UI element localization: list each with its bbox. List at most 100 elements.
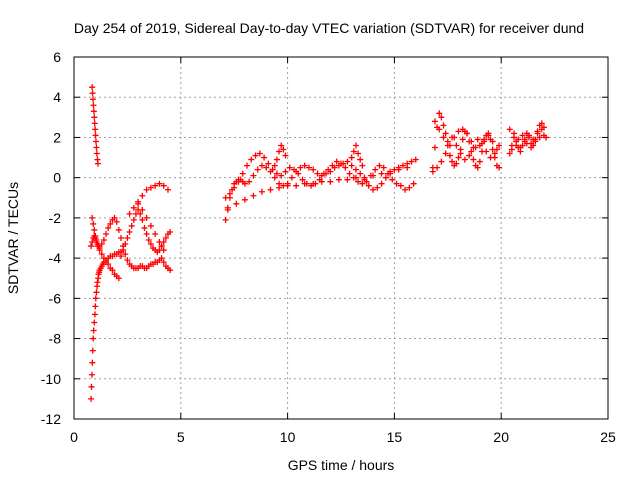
- data-point: [446, 142, 453, 149]
- data-point: [90, 108, 97, 115]
- data-point: [93, 150, 100, 157]
- data-point: [160, 259, 167, 266]
- data-point: [485, 132, 492, 139]
- x-tick-label: 5: [177, 429, 185, 445]
- data-point: [137, 210, 144, 217]
- data-point: [98, 251, 105, 258]
- data-point: [233, 200, 240, 207]
- data-point: [446, 152, 453, 159]
- data-point: [506, 126, 513, 133]
- data-point: [481, 136, 488, 143]
- data-point: [167, 267, 174, 274]
- data-point: [468, 138, 475, 145]
- series-segment-4: [429, 110, 503, 175]
- data-point: [525, 132, 532, 139]
- data-point: [508, 146, 515, 153]
- data-point: [378, 170, 385, 177]
- data-point: [521, 138, 528, 145]
- data-point: [370, 172, 377, 179]
- data-point: [436, 110, 443, 117]
- data-point: [291, 166, 298, 173]
- data-point: [370, 186, 377, 193]
- data-point: [431, 118, 438, 125]
- data-point: [152, 182, 159, 189]
- data-point: [438, 114, 445, 121]
- data-point: [325, 166, 332, 173]
- data-point: [239, 170, 246, 177]
- data-point: [314, 170, 321, 177]
- data-point: [496, 164, 503, 171]
- data-point: [88, 243, 95, 250]
- series-segment-3: [222, 142, 419, 223]
- data-point: [299, 176, 306, 183]
- data-point: [348, 154, 355, 161]
- data-point: [352, 142, 359, 149]
- data-point: [241, 180, 248, 187]
- data-point: [93, 239, 100, 246]
- data-point: [397, 182, 404, 189]
- y-tick-label: -2: [49, 210, 62, 226]
- data-point: [459, 136, 466, 143]
- data-point: [440, 134, 447, 141]
- data-point: [402, 186, 409, 193]
- data-point: [453, 142, 460, 149]
- data-point: [89, 214, 96, 221]
- data-point: [474, 136, 481, 143]
- data-point: [276, 148, 283, 155]
- data-point: [399, 162, 406, 169]
- data-point: [513, 142, 520, 149]
- y-tick-label: 6: [53, 49, 61, 65]
- data-point: [92, 132, 99, 139]
- data-point: [105, 261, 112, 268]
- x-axis-ticks: 0 5 10 15 20 25: [70, 57, 616, 445]
- data-point: [111, 214, 118, 221]
- x-tick-label: 15: [387, 429, 403, 445]
- data-point: [410, 180, 417, 187]
- data-point: [246, 178, 253, 185]
- data-point: [92, 303, 99, 310]
- data-point: [278, 142, 285, 149]
- data-point: [378, 180, 385, 187]
- data-point: [282, 168, 289, 175]
- y-tick-label: -8: [49, 331, 62, 347]
- data-point: [222, 194, 229, 201]
- data-point: [288, 174, 295, 181]
- data-point: [436, 126, 443, 133]
- data-point: [158, 243, 165, 250]
- data-point: [89, 84, 96, 91]
- data-point: [310, 180, 317, 187]
- data-point: [431, 144, 438, 151]
- chart-title: Day 254 of 2019, Sidereal Day-to-day VTE…: [74, 20, 584, 36]
- data-point: [105, 224, 112, 231]
- data-point: [344, 176, 351, 183]
- data-point: [90, 96, 97, 103]
- data-point: [359, 180, 366, 187]
- data-point: [389, 176, 396, 183]
- data-point: [493, 146, 500, 153]
- data-points: [88, 84, 550, 402]
- data-point: [254, 166, 261, 173]
- data-point: [226, 190, 233, 197]
- data-point: [440, 122, 447, 129]
- data-point: [92, 295, 99, 302]
- data-point: [91, 311, 98, 318]
- data-point: [250, 192, 257, 199]
- data-point: [464, 130, 471, 137]
- data-point: [470, 156, 477, 163]
- data-point: [538, 120, 545, 127]
- data-point: [530, 136, 537, 143]
- data-point: [327, 178, 334, 185]
- data-point: [282, 152, 289, 159]
- data-point: [393, 180, 400, 187]
- data-point: [387, 168, 394, 175]
- data-point: [115, 275, 122, 282]
- data-point: [92, 235, 99, 241]
- data-point: [91, 319, 98, 326]
- data-point: [89, 359, 96, 366]
- data-point: [376, 162, 383, 169]
- data-point: [506, 150, 513, 157]
- data-point: [96, 247, 103, 254]
- data-point: [241, 196, 248, 203]
- data-point: [540, 124, 547, 131]
